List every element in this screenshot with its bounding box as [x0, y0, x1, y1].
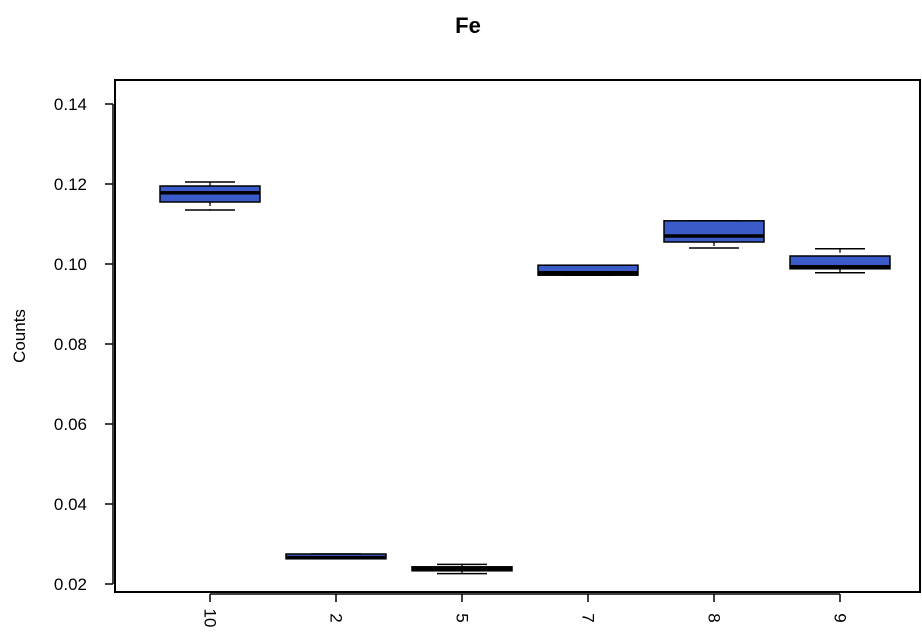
- iqr-box: [537, 264, 639, 276]
- y-axis-label: Counts: [10, 309, 29, 363]
- plot-frame: [114, 79, 921, 593]
- y-tick-label: 0.02: [54, 575, 87, 594]
- x-tick-label: 9: [831, 613, 850, 622]
- x-tick-label: 10: [201, 609, 220, 628]
- y-tick-label: 0.06: [54, 415, 87, 434]
- y-tick-label: 0.10: [54, 255, 87, 274]
- box-10: [159, 181, 261, 211]
- x-tick-label: 5: [453, 613, 472, 622]
- y-axis: 0.02 0.04 0.06 0.08 0.10 0.12 0.14: [54, 95, 114, 594]
- box-7: [537, 264, 639, 276]
- x-tick-label: 2: [327, 613, 346, 622]
- box-2: [285, 553, 387, 560]
- x-tick-label: 7: [579, 613, 598, 622]
- boxes-group: [159, 181, 891, 575]
- y-tick-label: 0.04: [54, 495, 87, 514]
- iqr-box: [663, 220, 765, 243]
- x-axis: 10 2 5 7 8 9: [201, 593, 850, 628]
- box-8: [663, 220, 765, 249]
- chart-title: Fe: [455, 13, 481, 38]
- box-9: [789, 248, 891, 274]
- y-tick-label: 0.08: [54, 335, 87, 354]
- x-tick-label: 8: [705, 613, 724, 622]
- y-tick-label: 0.12: [54, 175, 87, 194]
- box-5: [411, 563, 513, 575]
- y-tick-label: 0.14: [54, 95, 87, 114]
